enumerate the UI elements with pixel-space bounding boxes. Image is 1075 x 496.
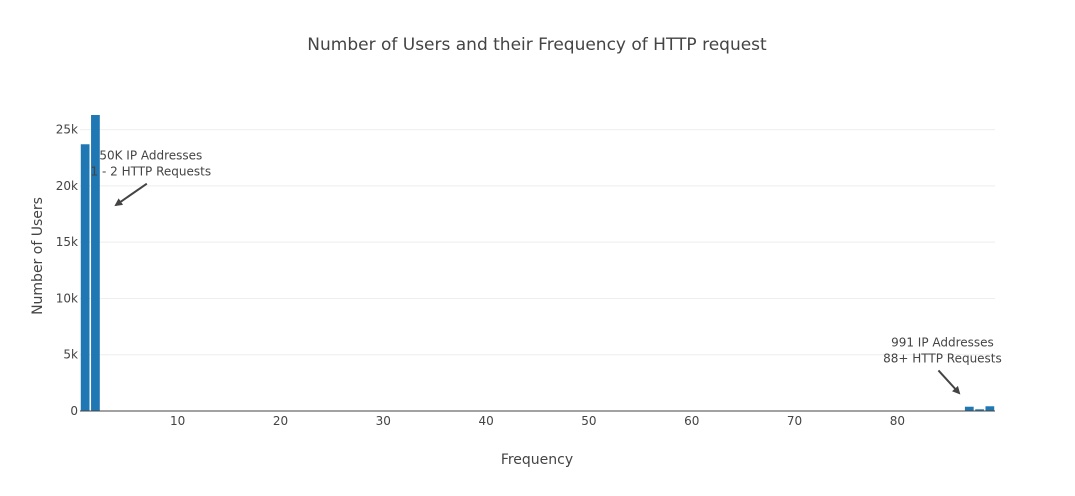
annotation-text: 88+ HTTP Requests [883, 351, 1002, 365]
y-axis-title: Number of Users [30, 197, 46, 315]
bars [80, 115, 995, 411]
y-tick-label: 20k [56, 179, 78, 193]
bar[interactable] [964, 406, 974, 411]
bar[interactable] [91, 115, 100, 411]
x-tick-label: 70 [787, 414, 802, 428]
annotations: 50K IP Addresses 1 - 2 HTTP Requests 991 I… [91, 149, 1002, 395]
x-tick-label: 50 [581, 414, 596, 428]
annotation-text: 991 IP Addresses [891, 335, 994, 349]
bar[interactable] [985, 406, 995, 411]
y-tick-label: 10k [56, 291, 78, 305]
x-tick-label: 80 [890, 414, 905, 428]
y-tick-label: 0 [70, 404, 78, 418]
x-axis-title: Frequency [501, 452, 573, 468]
x-tick-label: 40 [478, 414, 493, 428]
gridlines [80, 129, 995, 356]
chart-title: Number of Users and their Frequency of H… [307, 35, 767, 55]
annotation-text: 1 - 2 HTTP Requests [91, 165, 212, 179]
annotation-arrow [114, 182, 148, 207]
y-tick-label: 25k [56, 123, 78, 137]
x-tick-label: 20 [273, 414, 288, 428]
annotation-arrow [937, 369, 961, 395]
x-tick-label: 10 [170, 414, 185, 428]
x-tick-label: 60 [684, 414, 699, 428]
y-tick-label: 5k [63, 348, 78, 362]
bar[interactable] [80, 144, 90, 411]
axes: 0 5k 10k 15k 20k 25k 10 20 30 40 50 60 70 80 [56, 123, 995, 428]
bar[interactable] [975, 409, 984, 411]
y-tick-label: 15k [56, 235, 78, 249]
annotation-text: 50K IP Addresses [99, 149, 202, 163]
x-tick-label: 30 [376, 414, 391, 428]
